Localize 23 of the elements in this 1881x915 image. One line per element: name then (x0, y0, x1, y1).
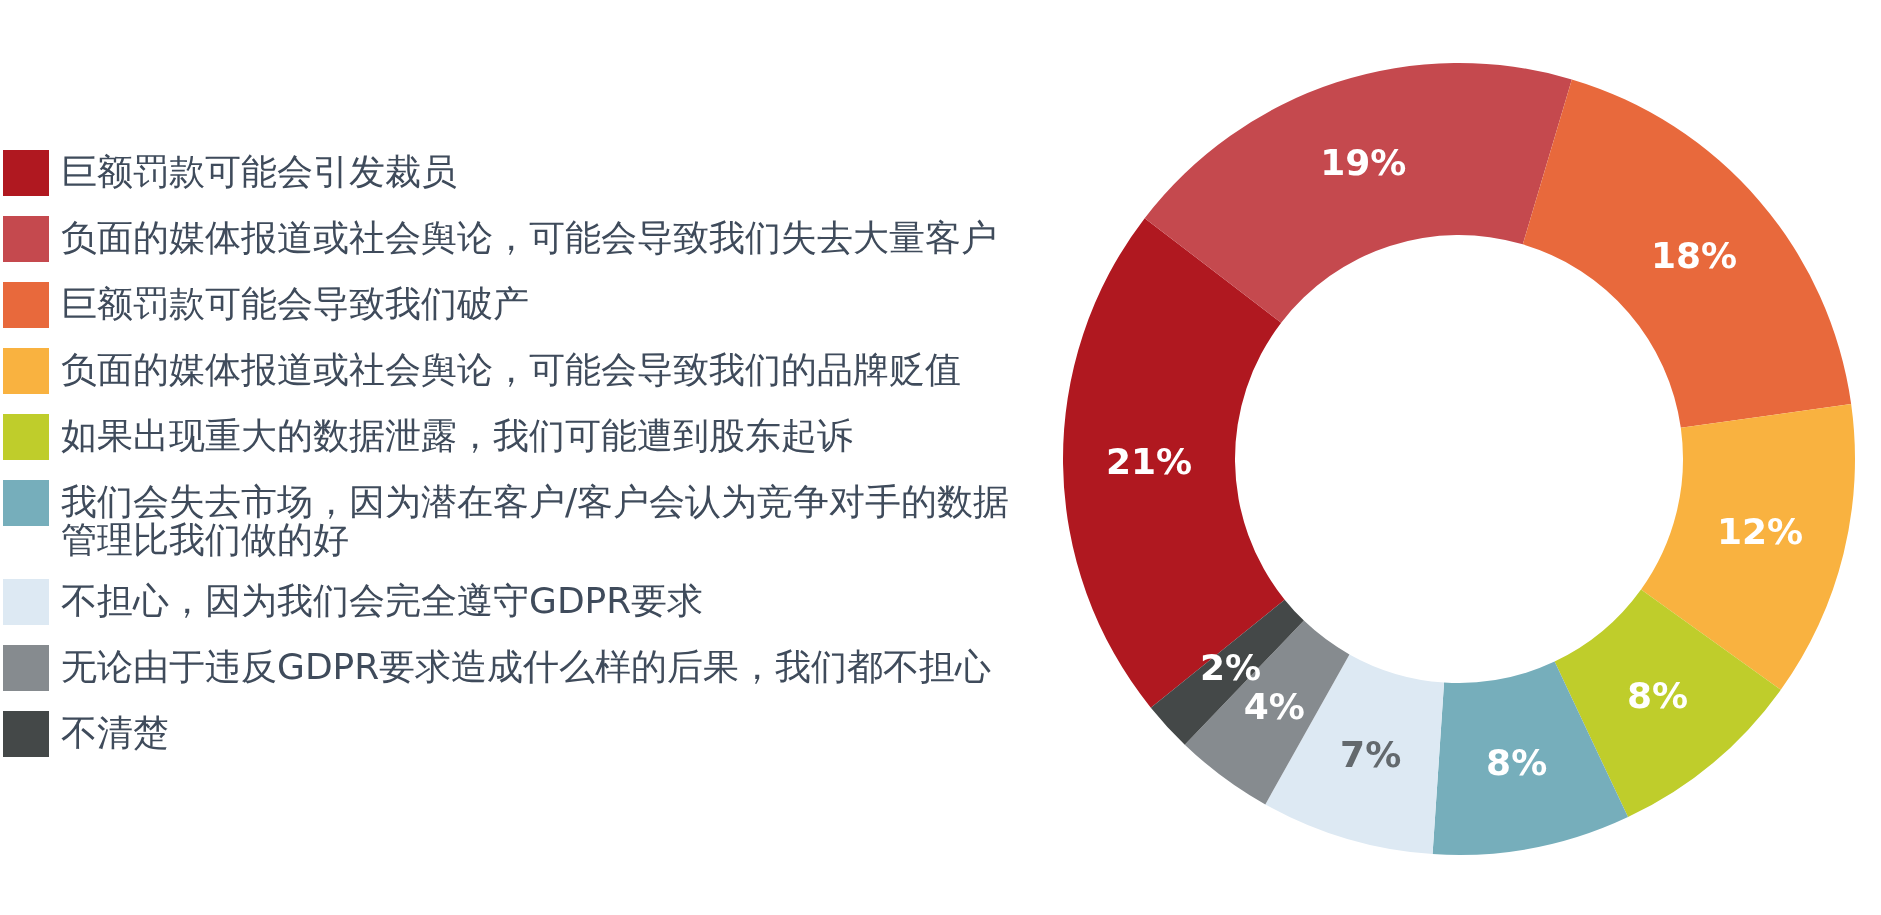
data-label: 2% (1200, 646, 1262, 688)
donut-slice (1144, 63, 1572, 323)
data-label: 4% (1243, 686, 1305, 728)
data-label: 21% (1105, 440, 1193, 482)
donut-slice (1432, 661, 1629, 855)
donut-slice (1150, 599, 1304, 745)
donut-slice (1522, 79, 1852, 428)
data-label: 7% (1340, 734, 1402, 776)
legend-label: 巨额罚款可能会引发裁员 (61, 151, 457, 192)
data-label: 18% (1650, 234, 1738, 276)
legend-label: 不清楚 (61, 712, 169, 753)
legend-label: 无论由于违反GDPR要求造成什么样的后果，我们都不担心 (61, 646, 992, 687)
legend-label: 不担心，因为我们会完全遵守GDPR要求 (61, 580, 704, 621)
legend-label: 如果出现重大的数据泄露，我们可能遭到股东起诉 (61, 415, 853, 456)
legend-label: 负面的媒体报道或社会舆论，可能会导致我们失去大量客户 (61, 217, 997, 258)
donut-slice (1554, 589, 1781, 818)
data-label: 19% (1320, 142, 1407, 184)
legend-label: 我们会失去市场，因为潜在客户/客户会认为竞争对手的数据管理比我们做的好 (61, 481, 1010, 560)
data-label: 8% (1486, 741, 1548, 783)
data-label: 12% (1716, 511, 1804, 553)
legend-label: 巨额罚款可能会导致我们破产 (61, 283, 529, 324)
data-label: 8% (1626, 675, 1689, 717)
legend-label: 负面的媒体报道或社会舆论，可能会导致我们的品牌贬值 (61, 349, 961, 390)
